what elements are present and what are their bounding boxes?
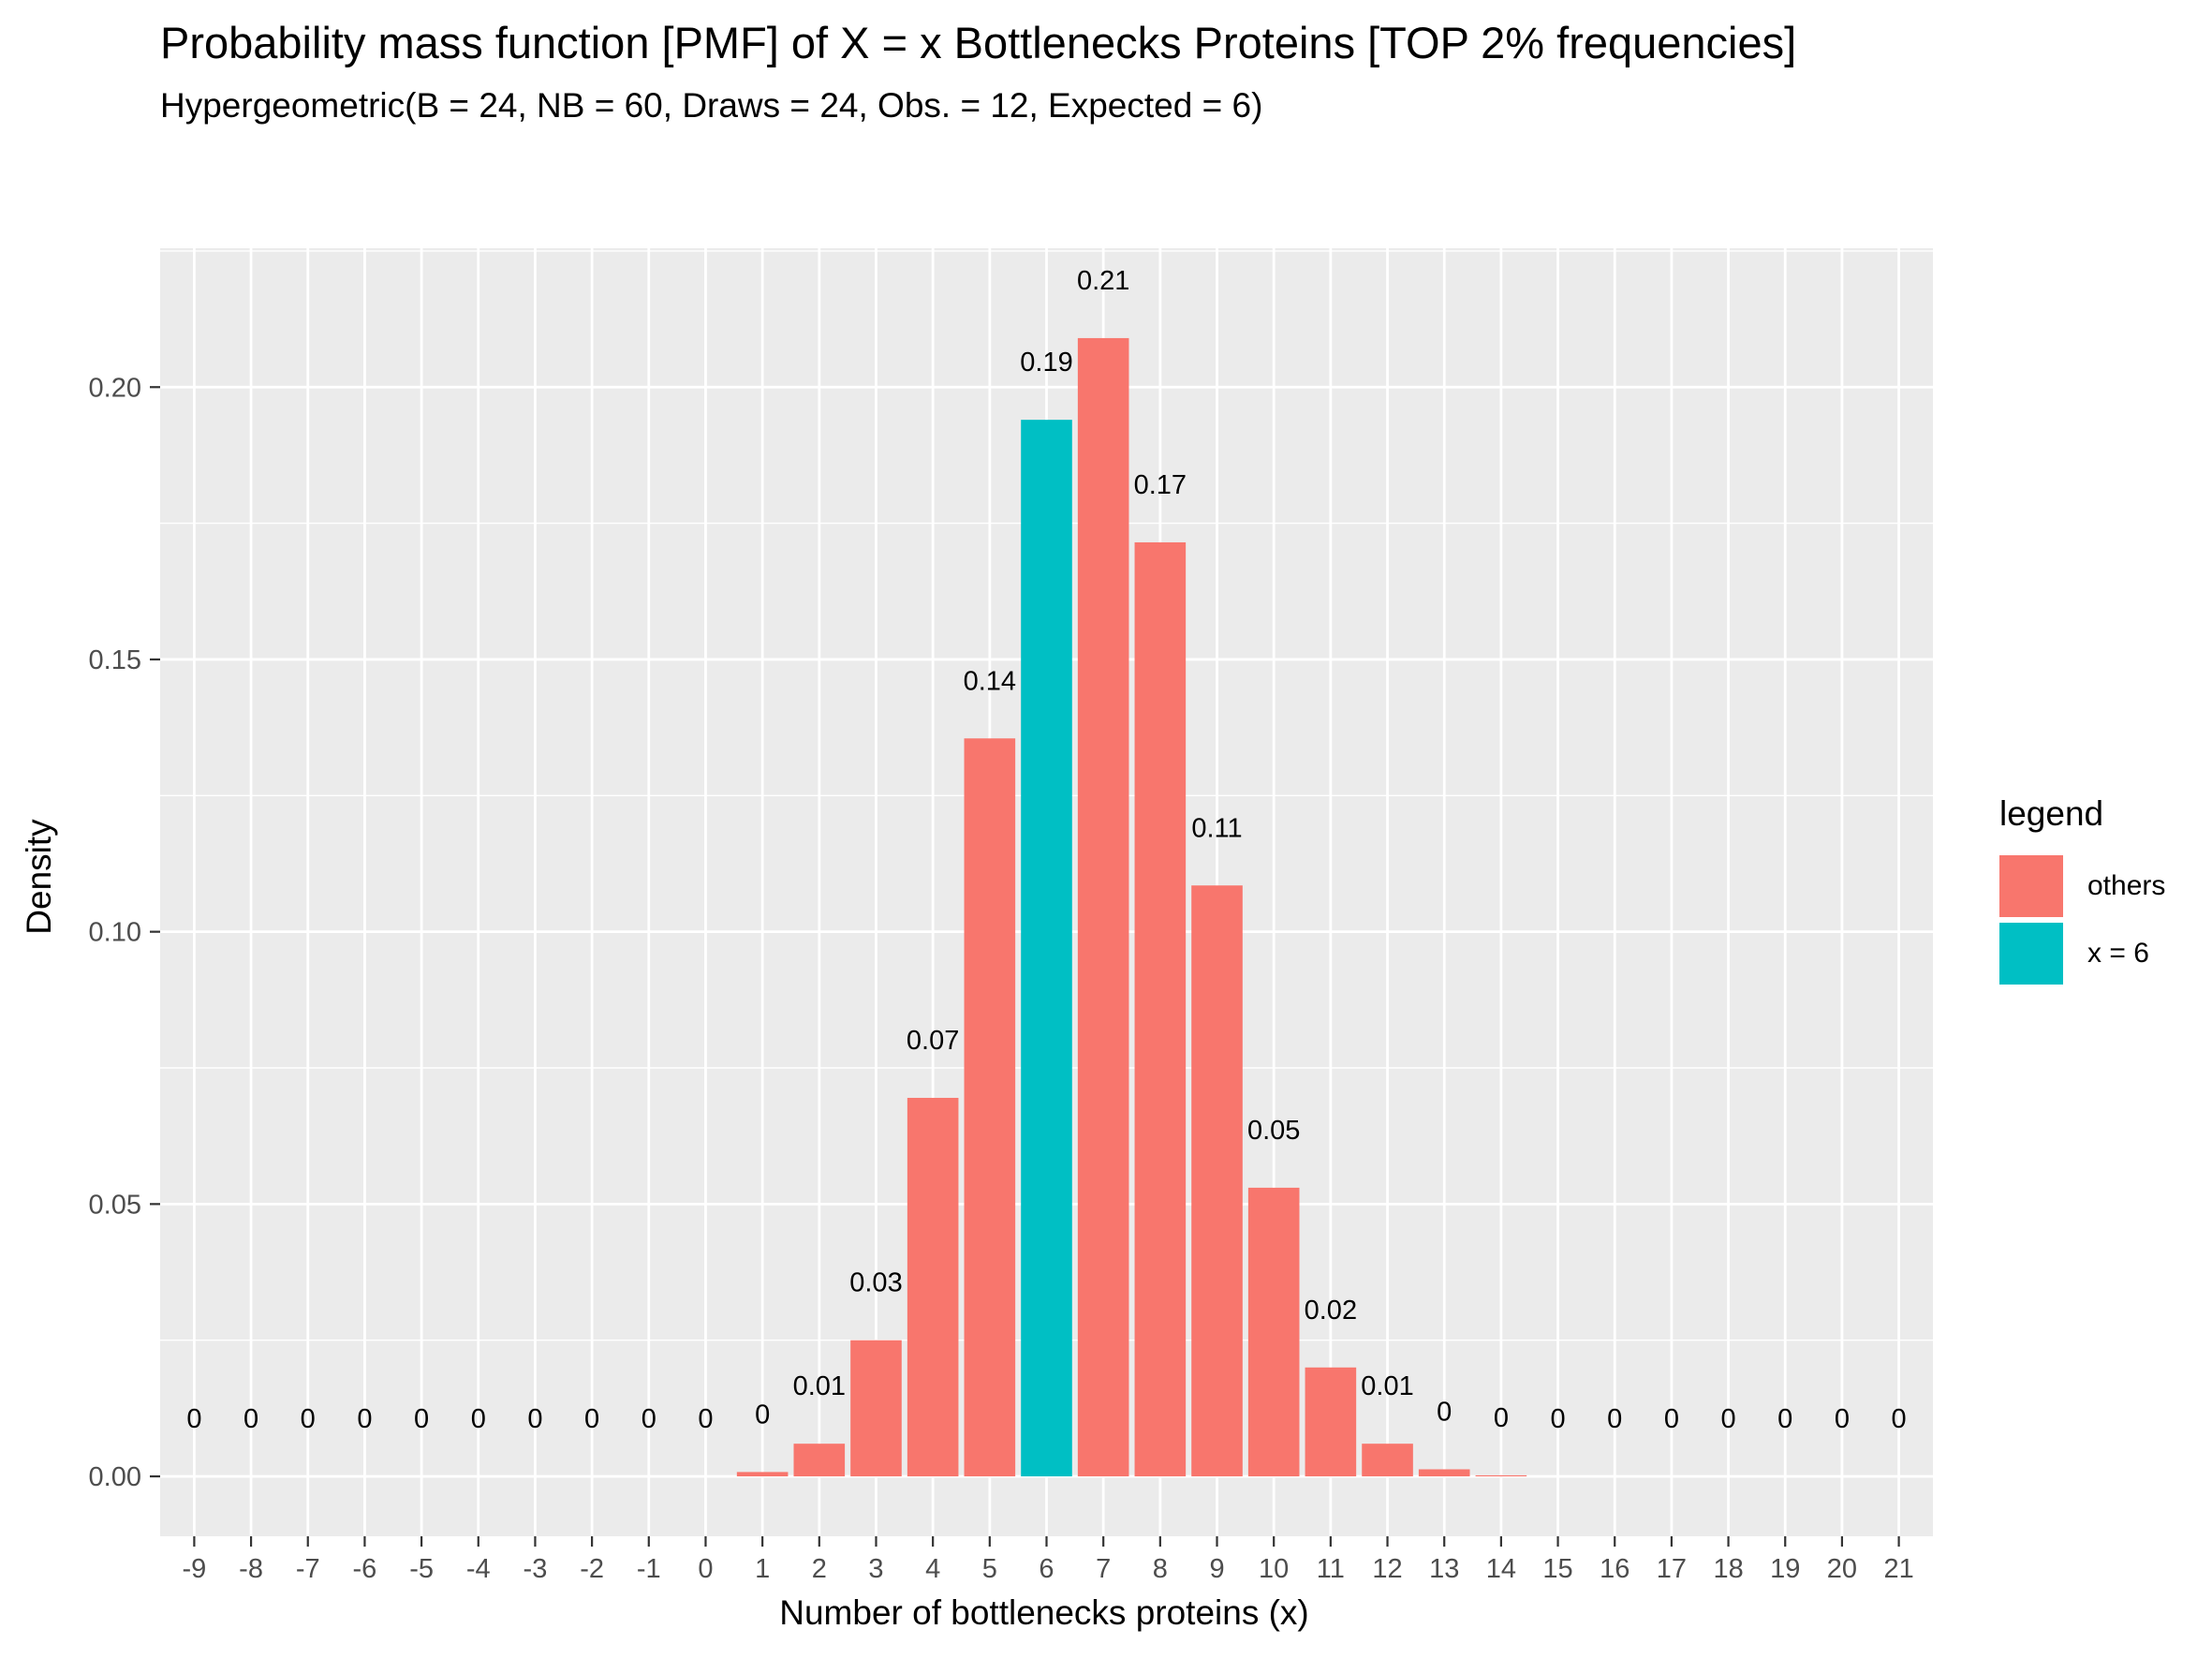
x-tick-label: -8 — [239, 1554, 263, 1584]
x-tick-label: -7 — [296, 1554, 320, 1584]
x-tick-label: 10 — [1259, 1554, 1289, 1584]
data-label--4: 0 — [471, 1404, 486, 1434]
bar-11 — [1305, 1367, 1357, 1477]
x-tick-label: 17 — [1657, 1554, 1687, 1584]
data-label-3: 0.03 — [849, 1268, 902, 1298]
x-tick-label: 20 — [1827, 1554, 1857, 1584]
x-tick-label: -4 — [466, 1554, 491, 1584]
data-label-9: 0.11 — [1191, 813, 1242, 843]
y-tick-label: 0.00 — [89, 1462, 141, 1492]
x-tick-label: -9 — [183, 1554, 207, 1584]
bar-10 — [1247, 1187, 1300, 1477]
bar-13 — [1418, 1469, 1470, 1477]
data-label-16: 0 — [1607, 1404, 1622, 1434]
x-tick-label: -5 — [409, 1554, 434, 1584]
x-tick-label: 13 — [1429, 1554, 1459, 1584]
data-label-11: 0.02 — [1305, 1296, 1357, 1326]
data-label--3: 0 — [527, 1404, 542, 1434]
data-label-5: 0.14 — [964, 666, 1016, 696]
x-tick-label: 19 — [1770, 1554, 1800, 1584]
legend-label-others: others — [2087, 870, 2166, 901]
bar-6 — [1021, 420, 1072, 1477]
legend-title: legend — [1999, 794, 2104, 833]
x-tick-label: 18 — [1713, 1554, 1743, 1584]
x-tick-label: 8 — [1153, 1554, 1168, 1584]
x-tick-label: -6 — [353, 1554, 377, 1584]
bar-9 — [1191, 885, 1243, 1477]
x-tick-label: -3 — [524, 1554, 548, 1584]
x-tick-label: 12 — [1372, 1554, 1402, 1584]
legend-label-x6: x = 6 — [2087, 938, 2149, 969]
x-tick-label: 3 — [868, 1554, 883, 1584]
x-tick-label: -2 — [580, 1554, 604, 1584]
x-tick-label: -1 — [637, 1554, 661, 1584]
legend-swatch-x6 — [1999, 923, 2063, 985]
x-tick-label: 1 — [755, 1554, 770, 1584]
chart-subtitle: Hypergeometric(B = 24, NB = 60, Draws = … — [160, 86, 1263, 125]
data-label-2: 0.01 — [793, 1371, 846, 1401]
x-tick-label: 15 — [1542, 1554, 1572, 1584]
data-label-12: 0.01 — [1361, 1371, 1413, 1401]
data-label-4: 0.07 — [907, 1026, 959, 1056]
y-tick-label: 0.20 — [89, 373, 141, 403]
data-label-13: 0 — [1437, 1398, 1452, 1428]
data-label--9: 0 — [186, 1404, 201, 1434]
data-label-6: 0.19 — [1020, 348, 1072, 378]
data-label-10: 0.05 — [1247, 1116, 1300, 1146]
data-label-0: 0 — [698, 1404, 713, 1434]
bar-2 — [793, 1444, 846, 1477]
data-label--6: 0 — [357, 1404, 372, 1434]
y-tick-label: 0.05 — [89, 1190, 141, 1220]
bar-7 — [1077, 337, 1129, 1477]
legend-swatch-others — [1999, 855, 2063, 917]
x-tick-label: 0 — [698, 1554, 713, 1584]
x-tick-label: 21 — [1883, 1554, 1913, 1584]
x-tick-label: 11 — [1317, 1554, 1345, 1584]
data-label-20: 0 — [1835, 1404, 1850, 1434]
legend-item-x6: x = 6 — [1999, 920, 2165, 987]
bar-5 — [964, 738, 1016, 1477]
bar-14 — [1475, 1474, 1527, 1477]
x-tick-label: 6 — [1039, 1554, 1054, 1584]
x-tick-label: 16 — [1600, 1554, 1630, 1584]
data-label--5: 0 — [414, 1404, 429, 1434]
bar-1 — [736, 1472, 789, 1477]
data-label-7: 0.21 — [1077, 266, 1129, 296]
x-tick-label: 7 — [1096, 1554, 1111, 1584]
x-axis-label: Number of bottlenecks proteins (x) — [779, 1593, 1309, 1632]
data-label--8: 0 — [243, 1404, 258, 1434]
x-tick-label: 14 — [1486, 1554, 1516, 1584]
data-label-19: 0 — [1777, 1404, 1792, 1434]
data-label-14: 0 — [1494, 1403, 1509, 1433]
data-label-17: 0 — [1664, 1404, 1679, 1434]
data-label-18: 0 — [1721, 1404, 1736, 1434]
legend: legend others x = 6 — [1999, 794, 2165, 987]
x-tick-label: 9 — [1209, 1554, 1224, 1584]
data-label--2: 0 — [584, 1404, 599, 1434]
y-tick-label: 0.15 — [89, 645, 141, 675]
bar-12 — [1362, 1444, 1413, 1477]
bar-4 — [907, 1097, 959, 1477]
legend-item-others: others — [1999, 852, 2165, 920]
x-tick-label: 4 — [925, 1554, 940, 1584]
data-label-15: 0 — [1550, 1404, 1565, 1434]
data-label--7: 0 — [301, 1404, 316, 1434]
x-tick-label: 2 — [812, 1554, 827, 1584]
bar-8 — [1134, 541, 1187, 1477]
chart-title: Probability mass function [PMF] of X = x… — [160, 18, 1797, 67]
y-tick-label: 0.10 — [89, 918, 141, 948]
y-axis-label: Density — [20, 819, 58, 935]
data-label--1: 0 — [641, 1404, 656, 1434]
data-label-8: 0.17 — [1134, 470, 1187, 500]
bar-3 — [850, 1340, 902, 1477]
data-label-1: 0 — [755, 1400, 770, 1429]
x-tick-label: 5 — [982, 1554, 997, 1584]
data-label-21: 0 — [1892, 1404, 1907, 1434]
